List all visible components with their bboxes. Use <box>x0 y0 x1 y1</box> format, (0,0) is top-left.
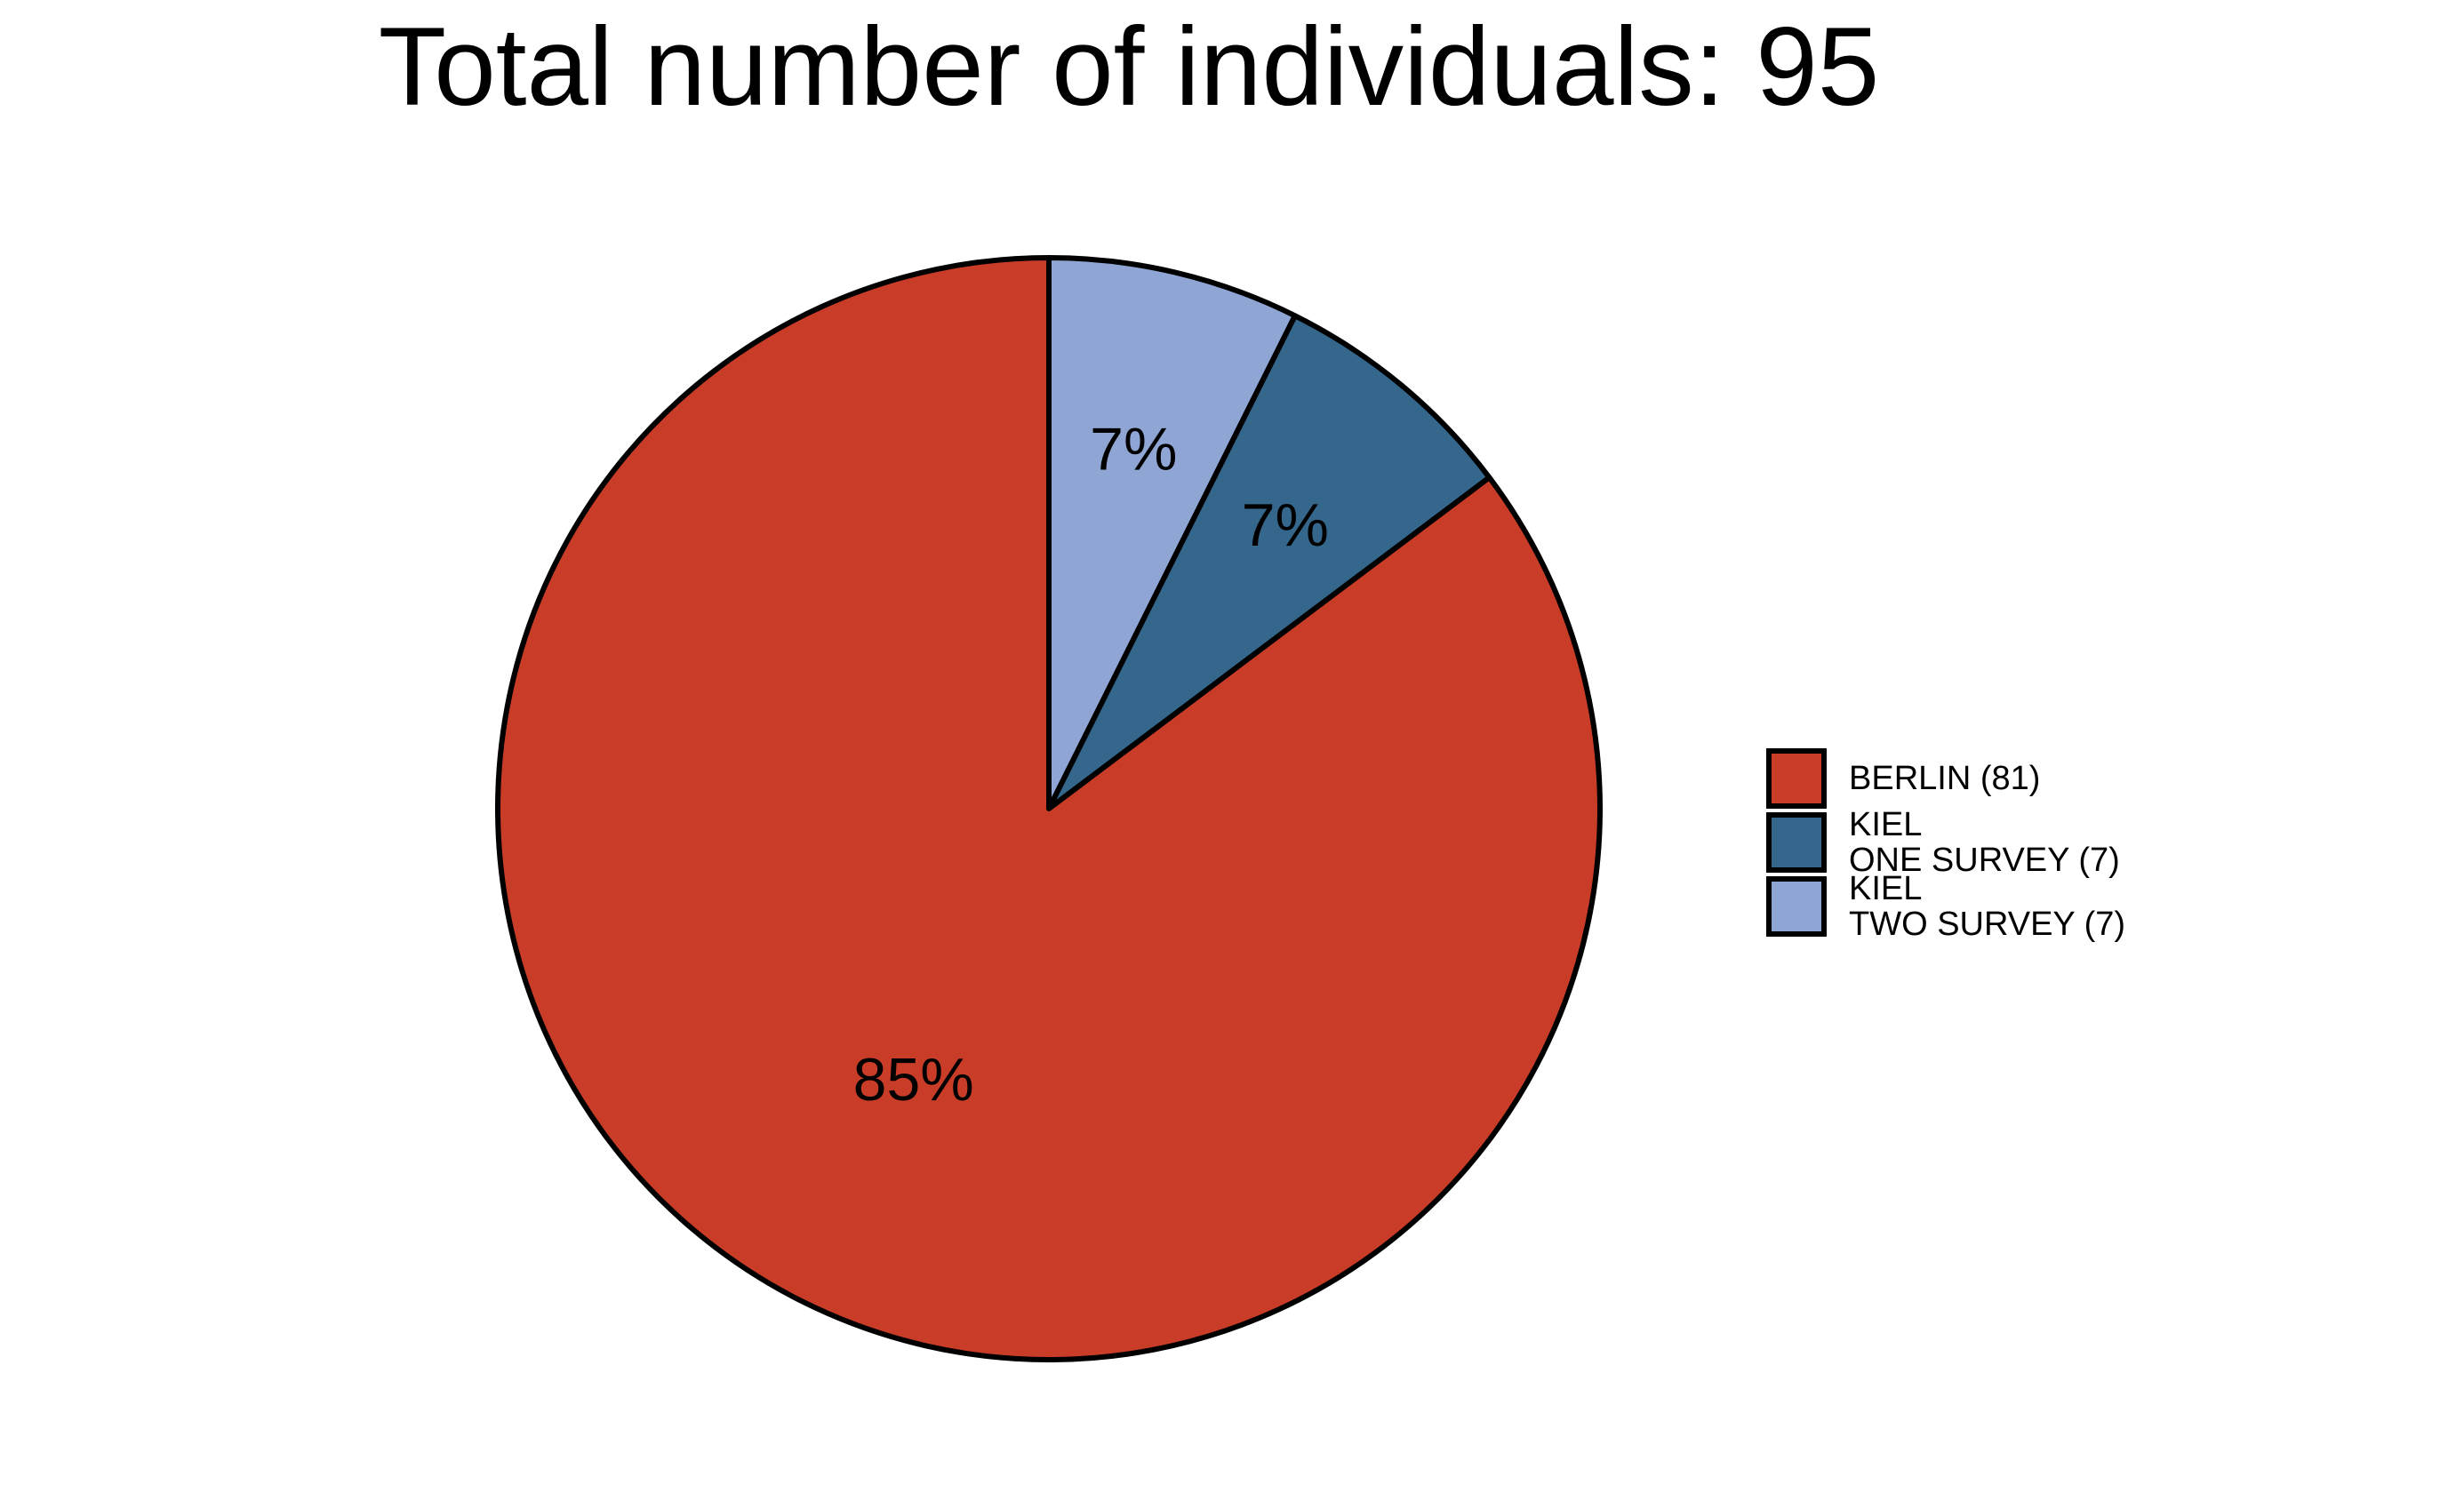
slice-label-kiel-two-survey-7: 7% <box>1090 416 1177 483</box>
legend-label-kiel-one-survey-7-line-1: KIEL <box>1849 806 1922 843</box>
pie-slices <box>495 255 1603 1362</box>
legend-swatch-kiel-two-survey-7 <box>1766 876 1827 937</box>
legend-label-kiel-two-survey-7-line-2: TWO SURVEY (7) <box>1849 906 2125 943</box>
legend-swatch-kiel-one-survey-7 <box>1766 812 1827 873</box>
slice-label-berlin-81: 85% <box>853 1046 974 1114</box>
pie-slice-kiel-two-survey-7 <box>1046 255 1298 811</box>
legend-label-kiel-one-survey-7-line-2: ONE SURVEY (7) <box>1849 842 2120 879</box>
legend-swatch-berlin-81 <box>1766 748 1827 809</box>
legend-label-berlin-81-line-1: BERLIN (81) <box>1849 760 2040 797</box>
pie-slice-kiel-one-survey-7 <box>1046 313 1492 811</box>
legend-label-kiel-two-survey-7-line-1: KIEL <box>1849 870 1922 907</box>
chart-title: Total number of individuals: 95 <box>379 5 1879 129</box>
slice-label-kiel-one-survey-7: 7% <box>1242 491 1329 559</box>
pie-slice-berlin-81 <box>495 255 1603 1362</box>
slice-labels: 7% 7% 85% <box>853 416 1329 1114</box>
